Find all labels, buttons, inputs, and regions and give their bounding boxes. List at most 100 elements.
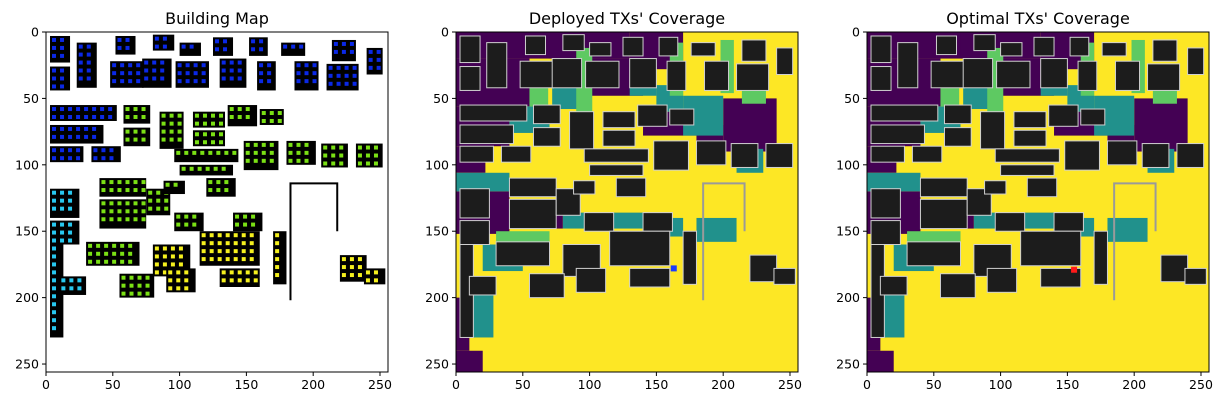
building-grid-dot: [109, 156, 114, 161]
building-grid-dot: [141, 188, 146, 193]
building-grid-dot: [52, 286, 57, 291]
building-grid-dot: [249, 241, 254, 246]
building-grid-dot: [288, 142, 293, 147]
building-grid-dot: [229, 270, 234, 275]
y-tick-label: 100: [836, 157, 860, 172]
building-grid-dot: [117, 217, 122, 222]
building: [495, 241, 551, 267]
building-grid-dot: [277, 111, 282, 116]
panel-title: Deployed TXs' Coverage: [529, 9, 725, 28]
building-grid-dot: [125, 45, 130, 50]
building-grid-dot: [109, 217, 114, 222]
building-grid-dot: [76, 156, 81, 161]
building-grid-dot: [112, 71, 117, 76]
building-grid-dot: [296, 79, 301, 84]
building: [637, 104, 668, 127]
building-grid-dot: [269, 142, 274, 147]
building: [233, 212, 263, 232]
building-grid-dot: [52, 254, 57, 259]
building-grid-dot: [96, 259, 101, 264]
building-grid-dot: [331, 161, 336, 166]
building-grid-dot: [344, 81, 349, 86]
building: [935, 35, 958, 56]
building-grid-dot: [352, 81, 357, 86]
building-grid-dot: [169, 113, 174, 118]
building-grid-dot: [117, 209, 122, 214]
wall-line: [702, 182, 746, 301]
building-grid-dot: [52, 134, 57, 139]
building-grid-dot: [267, 71, 272, 76]
building: [1000, 164, 1055, 176]
building: [508, 198, 557, 230]
building-grid-dot: [117, 188, 122, 193]
building-grid-dot: [201, 241, 206, 246]
building-grid-dot: [169, 121, 174, 126]
no-coverage-region: [1134, 98, 1188, 152]
building: [199, 231, 260, 266]
building: [1187, 47, 1205, 75]
building-grid-dot: [92, 134, 97, 139]
building-grid-dot: [121, 283, 126, 288]
building-grid-dot: [133, 115, 138, 119]
building: [532, 104, 561, 125]
building-grid-dot: [154, 36, 159, 41]
building-grid-dot: [269, 118, 274, 123]
building-grid-dot: [253, 278, 258, 283]
building-grid-dot: [341, 265, 346, 270]
y-tick-label: 200: [425, 290, 449, 305]
building-grid-dot: [245, 115, 250, 119]
building-grid-dot: [205, 166, 210, 171]
building-grid-dot: [215, 39, 219, 44]
building-grid-dot: [365, 145, 370, 150]
building: [749, 254, 778, 283]
building-grid-dot: [189, 166, 194, 171]
building-grid-dot: [185, 71, 190, 76]
building-grid-dot: [78, 76, 83, 81]
building-grid-dot: [275, 257, 280, 262]
building-grid-dot: [156, 198, 161, 203]
building-grid-dot: [93, 156, 98, 161]
building: [1093, 230, 1108, 285]
building-grid-dot: [323, 145, 328, 150]
building-grid-dot: [237, 270, 242, 275]
building-grid-dot: [125, 201, 130, 206]
building-grid-dot: [161, 137, 166, 142]
building-grid-dot: [178, 246, 183, 251]
building-grid-dot: [52, 190, 57, 195]
building-grid-dot: [185, 63, 190, 68]
building-grid-dot: [148, 190, 153, 195]
building-grid-dot: [229, 68, 234, 73]
building-grid-dot: [160, 76, 165, 81]
building: [1033, 36, 1055, 57]
building: [583, 212, 615, 232]
building: [669, 108, 695, 126]
building-grid-dot: [357, 257, 362, 262]
building-grid-dot: [60, 68, 65, 73]
building-grid-dot: [88, 259, 93, 264]
building: [629, 58, 657, 89]
building-grid-dot: [376, 65, 381, 70]
building-grid-dot: [104, 259, 109, 264]
building-grid-dot: [233, 233, 238, 238]
building-grid-dot: [154, 246, 159, 251]
building-grid-dot: [136, 63, 141, 68]
building: [573, 180, 596, 195]
building: [459, 145, 494, 163]
x-tick-label: 100: [989, 377, 1013, 392]
building: [259, 109, 284, 125]
building: [939, 273, 976, 299]
building-grid-dot: [69, 278, 74, 283]
y-tick-label: 100: [15, 157, 39, 172]
building-grid-dot: [152, 76, 157, 81]
transmitter-marker: [670, 265, 677, 272]
building: [870, 104, 939, 122]
building-grid-dot: [323, 161, 328, 166]
building-grid-dot: [181, 166, 186, 171]
building-grid-dot: [221, 278, 226, 283]
building-grid-dot: [141, 209, 146, 214]
building-grid-dot: [100, 115, 105, 119]
building: [575, 267, 607, 293]
building-grid-dot: [219, 132, 224, 137]
building-grid-dot: [296, 150, 301, 155]
building-grid-dot: [368, 65, 373, 70]
